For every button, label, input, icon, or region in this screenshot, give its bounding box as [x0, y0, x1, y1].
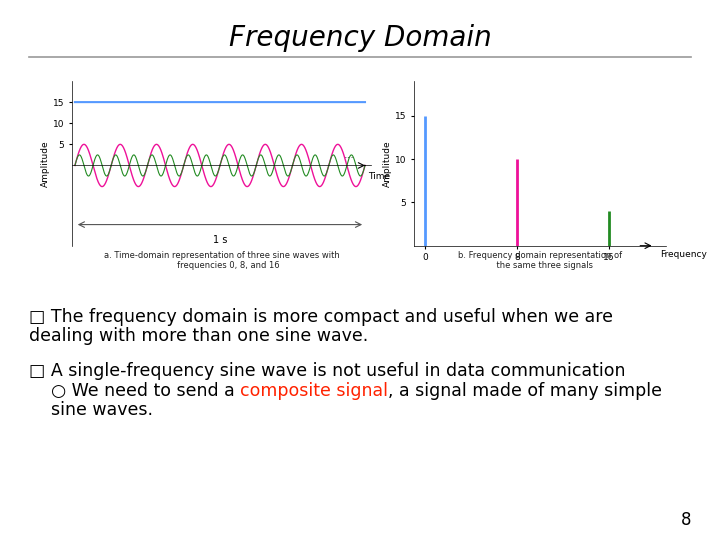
Text: a. Time-domain representation of three sine waves with
     frequencies 0, 8, an: a. Time-domain representation of three s… — [104, 251, 339, 271]
Y-axis label: Amplitude: Amplitude — [383, 140, 392, 187]
Text: 8: 8 — [680, 511, 691, 529]
Text: b. Frequency domain representation of
    the same three signals: b. Frequency domain representation of th… — [458, 251, 622, 271]
Text: Frequency Domain: Frequency Domain — [229, 24, 491, 52]
Text: Frequency: Frequency — [660, 250, 707, 259]
Text: ○ We need to send a: ○ We need to send a — [29, 382, 240, 400]
Text: dealing with more than one sine wave.: dealing with more than one sine wave. — [29, 327, 368, 345]
Y-axis label: Amplitude: Amplitude — [41, 140, 50, 187]
Text: Time: Time — [368, 172, 390, 181]
Text: 1 s: 1 s — [213, 235, 227, 245]
Text: sine waves.: sine waves. — [29, 401, 153, 418]
Text: composite signal: composite signal — [240, 382, 388, 400]
Text: , a signal made of many simple: , a signal made of many simple — [388, 382, 662, 400]
Text: ...: ... — [343, 150, 354, 160]
Text: □ A single-frequency sine wave is not useful in data communication: □ A single-frequency sine wave is not us… — [29, 362, 625, 380]
Text: □ The frequency domain is more compact and useful when we are: □ The frequency domain is more compact a… — [29, 308, 613, 326]
